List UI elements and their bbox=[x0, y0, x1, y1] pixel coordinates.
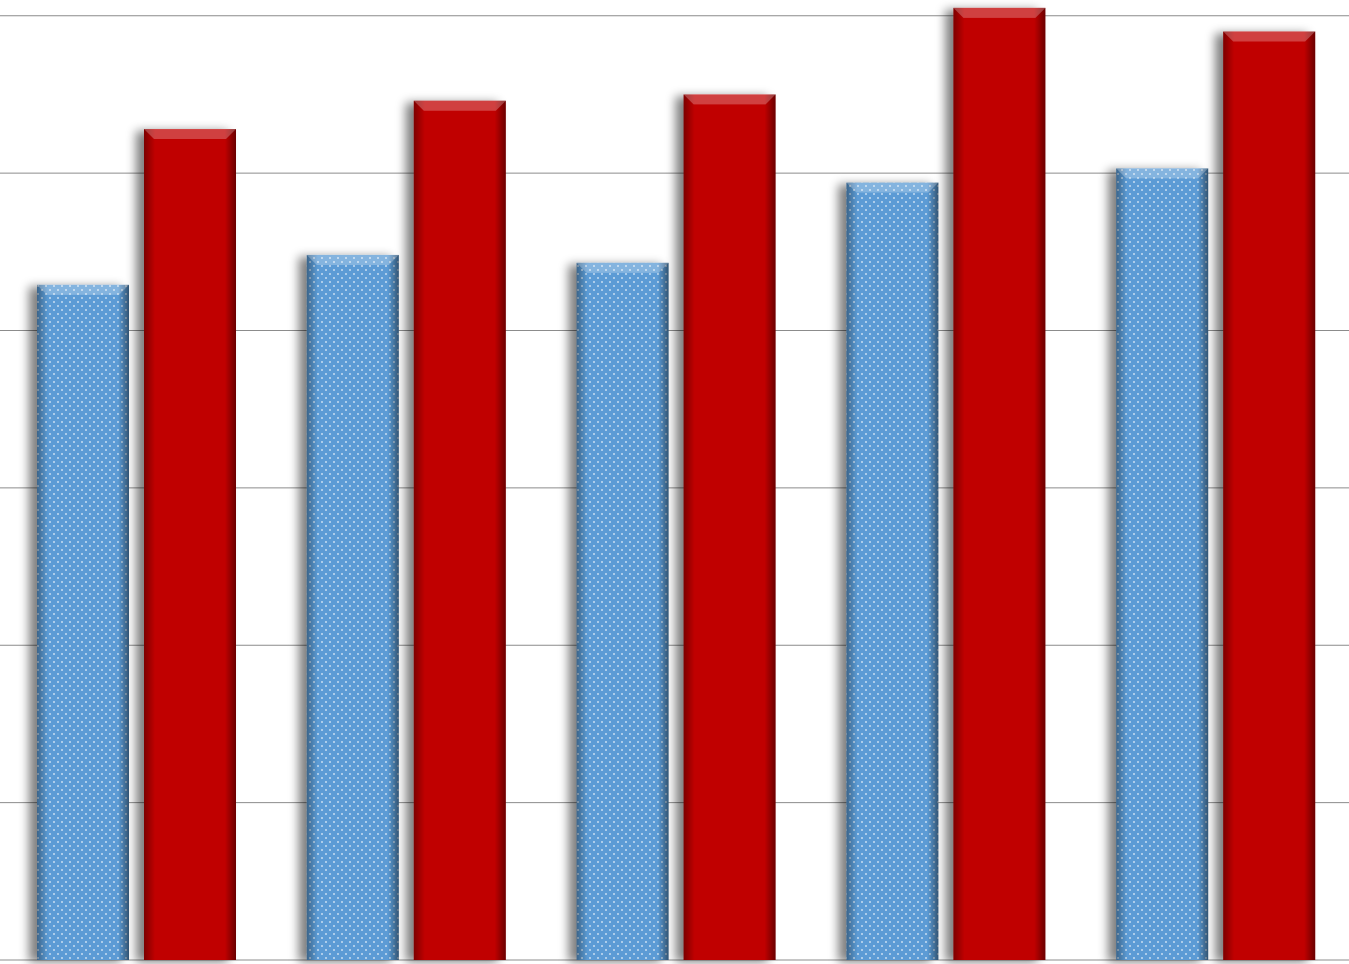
bar-top-bevel bbox=[846, 182, 939, 193]
bar-top-bevel bbox=[1116, 168, 1209, 179]
bar-group bbox=[1223, 31, 1316, 961]
bar-group bbox=[683, 94, 776, 961]
bar-group bbox=[953, 7, 1046, 961]
bar-bevel bbox=[576, 262, 669, 960]
bar-bevel bbox=[306, 254, 399, 961]
bar-group bbox=[144, 129, 236, 960]
bar-bevel bbox=[37, 284, 129, 961]
bar-bevel bbox=[413, 100, 506, 960]
bar-group bbox=[37, 284, 129, 961]
bar-bevel bbox=[953, 7, 1046, 961]
bar-bevel bbox=[1223, 31, 1316, 961]
bar-bevel bbox=[1116, 168, 1209, 961]
bar-group bbox=[846, 182, 939, 960]
bar-top-bevel bbox=[953, 7, 1046, 18]
bar-bevel bbox=[846, 182, 939, 960]
bar-group bbox=[576, 262, 669, 960]
bar-top-bevel bbox=[683, 94, 776, 105]
bar-top-bevel bbox=[144, 129, 236, 140]
bar-bevel bbox=[683, 94, 776, 961]
bar-group bbox=[413, 100, 506, 960]
bar-bevel bbox=[144, 129, 236, 960]
bar-top-bevel bbox=[37, 284, 129, 295]
bar-top-bevel bbox=[306, 254, 399, 265]
bar-top-bevel bbox=[1223, 31, 1316, 42]
bar-group bbox=[306, 254, 399, 961]
bar-top-bevel bbox=[576, 262, 669, 273]
bar-top-bevel bbox=[413, 100, 506, 111]
bar-group bbox=[1116, 168, 1209, 961]
